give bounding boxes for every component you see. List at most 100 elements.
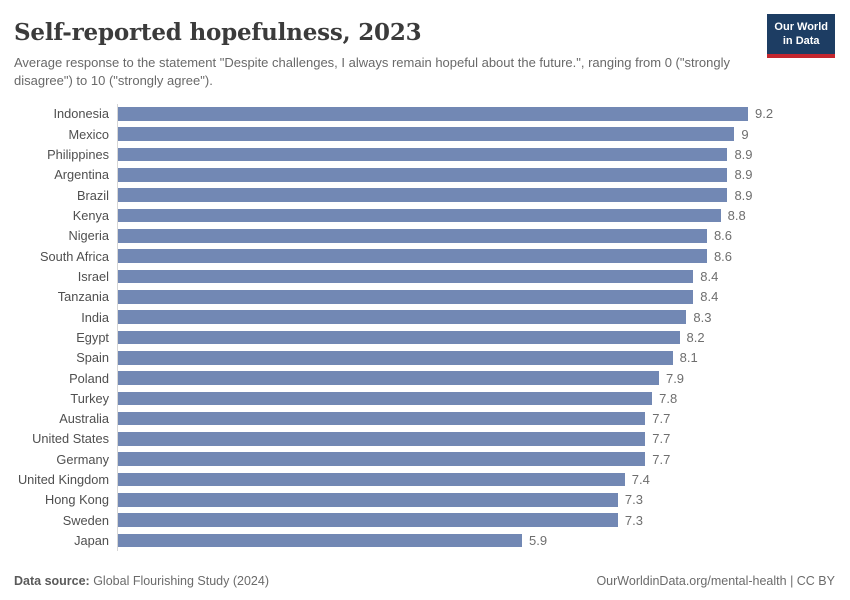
bar[interactable] [118,432,646,446]
country-label[interactable]: Japan [74,533,109,549]
bar-row: Hong Kong 7.3 [14,489,835,511]
country-label[interactable]: Philippines [47,147,109,163]
value-label: 7.3 [624,492,643,508]
bar[interactable] [118,391,653,406]
country-label[interactable]: Argentina [54,167,109,183]
value-label: 7.7 [652,411,671,427]
bar[interactable] [118,411,646,426]
chart-subtitle: Average response to the statement "Despi… [14,54,731,89]
bar[interactable] [118,533,523,548]
country-label[interactable]: Mexico [68,126,109,142]
country-label[interactable]: Tanzania [57,289,109,305]
bar-row: South Africa 8.6 [14,245,835,267]
bar[interactable] [118,208,721,223]
page-title: Self-reported hopefulness, 2023 [14,19,422,46]
bar[interactable] [118,330,680,345]
owid-logo-line2: in Data [782,35,820,48]
owid-logo[interactable]: Our World in Data [767,14,835,58]
bar-row: Philippines 8.9 [14,144,835,165]
bar-row: Brazil 8.9 [14,185,835,206]
bar-track: 7.3 [117,510,835,531]
bar[interactable] [118,127,735,142]
bar-row: Tanzania 8.4 [14,286,835,307]
country-label[interactable]: United States [32,431,109,447]
value-label: 9.2 [755,106,774,122]
chart-footer: Data source: Global Flourishing Study (2… [14,574,835,588]
bar-row: Argentina 8.9 [14,164,835,186]
bar-track: 8.3 [117,306,835,328]
country-label[interactable]: Hong Kong [44,492,109,508]
value-label: 8.3 [693,309,712,325]
bar-row: Turkey 7.8 [14,388,835,409]
country-label[interactable]: Israel [77,268,109,284]
bar[interactable] [118,513,618,527]
bar-track: 8.8 [117,205,835,226]
chart-header: Self-reported hopefulness, 2023 Average … [14,14,835,91]
country-label[interactable]: Brazil [77,187,109,203]
bar-track: 8.4 [117,266,835,287]
value-label: 5.9 [529,533,548,549]
country-label[interactable]: South Africa [39,248,109,264]
country-label[interactable]: Australia [59,411,109,427]
country-label[interactable]: Sweden [62,512,109,528]
bar-track: 7.4 [117,469,835,490]
value-label: 8.8 [727,208,746,224]
value-label: 8.2 [686,329,705,345]
country-label[interactable]: India [81,309,109,325]
bar-row: Sweden 7.3 [14,510,835,531]
country-label[interactable]: Poland [69,370,109,386]
bar[interactable] [118,269,694,284]
bar-track: 8.6 [117,245,835,267]
hopefulness-bar-chart: Indonesia 9.2 Mexico 9 Philippines 8.9 A… [14,103,835,551]
bar-track: 8.1 [117,347,835,368]
bar-row: Germany 7.7 [14,449,835,470]
bar-track: 5.9 [117,530,835,551]
bar-track: 7.7 [117,428,835,450]
value-label: 8.6 [713,248,733,264]
bar-track: 9.2 [117,103,835,125]
bar-track: 7.3 [117,489,835,511]
bar[interactable] [118,249,707,263]
bar-track: 8.4 [117,286,835,307]
bar[interactable] [118,310,687,324]
value-label: 8.6 [713,228,733,244]
bar[interactable] [118,493,618,507]
bar-track: 8.6 [117,225,835,246]
bar-track: 7.7 [117,408,835,429]
value-label: 7.4 [631,472,650,488]
bar[interactable] [118,350,673,365]
bar-track: 8.9 [117,144,835,165]
value-label: 7.8 [659,390,678,406]
country-label[interactable]: United Kingdom [17,472,109,488]
value-label: 7.7 [652,451,671,467]
country-label[interactable]: Egypt [76,329,109,345]
country-label[interactable]: Nigeria [68,228,109,244]
bar[interactable] [118,229,707,243]
country-label[interactable]: Germany [56,451,109,467]
bar-track: 7.9 [117,367,835,389]
bar-row: Israel 8.4 [14,266,835,287]
bar[interactable] [118,107,749,121]
bar-row: India 8.3 [14,306,835,328]
bar-row: Japan 5.9 [14,530,835,551]
bar[interactable] [118,472,625,487]
country-label[interactable]: Turkey [70,390,109,406]
bar[interactable] [118,371,659,385]
value-label: 8.4 [700,289,719,305]
bar[interactable] [118,289,694,304]
bar-row: Australia 7.7 [14,408,835,429]
country-label[interactable]: Kenya [72,208,109,224]
bar-row: Kenya 8.8 [14,205,835,226]
country-label[interactable]: Spain [76,350,109,366]
value-label: 7.9 [665,370,685,386]
bar[interactable] [118,452,646,467]
value-label: 8.4 [700,268,719,284]
bar[interactable] [118,147,728,162]
footer-link[interactable]: OurWorldinData.org/mental-health | CC BY [596,574,835,588]
bar-row: Mexico 9 [14,124,835,145]
country-label[interactable]: Indonesia [53,106,110,122]
data-source-value: Global Flourishing Study (2024) [89,574,269,588]
bar[interactable] [118,168,728,182]
bar[interactable] [118,188,728,202]
